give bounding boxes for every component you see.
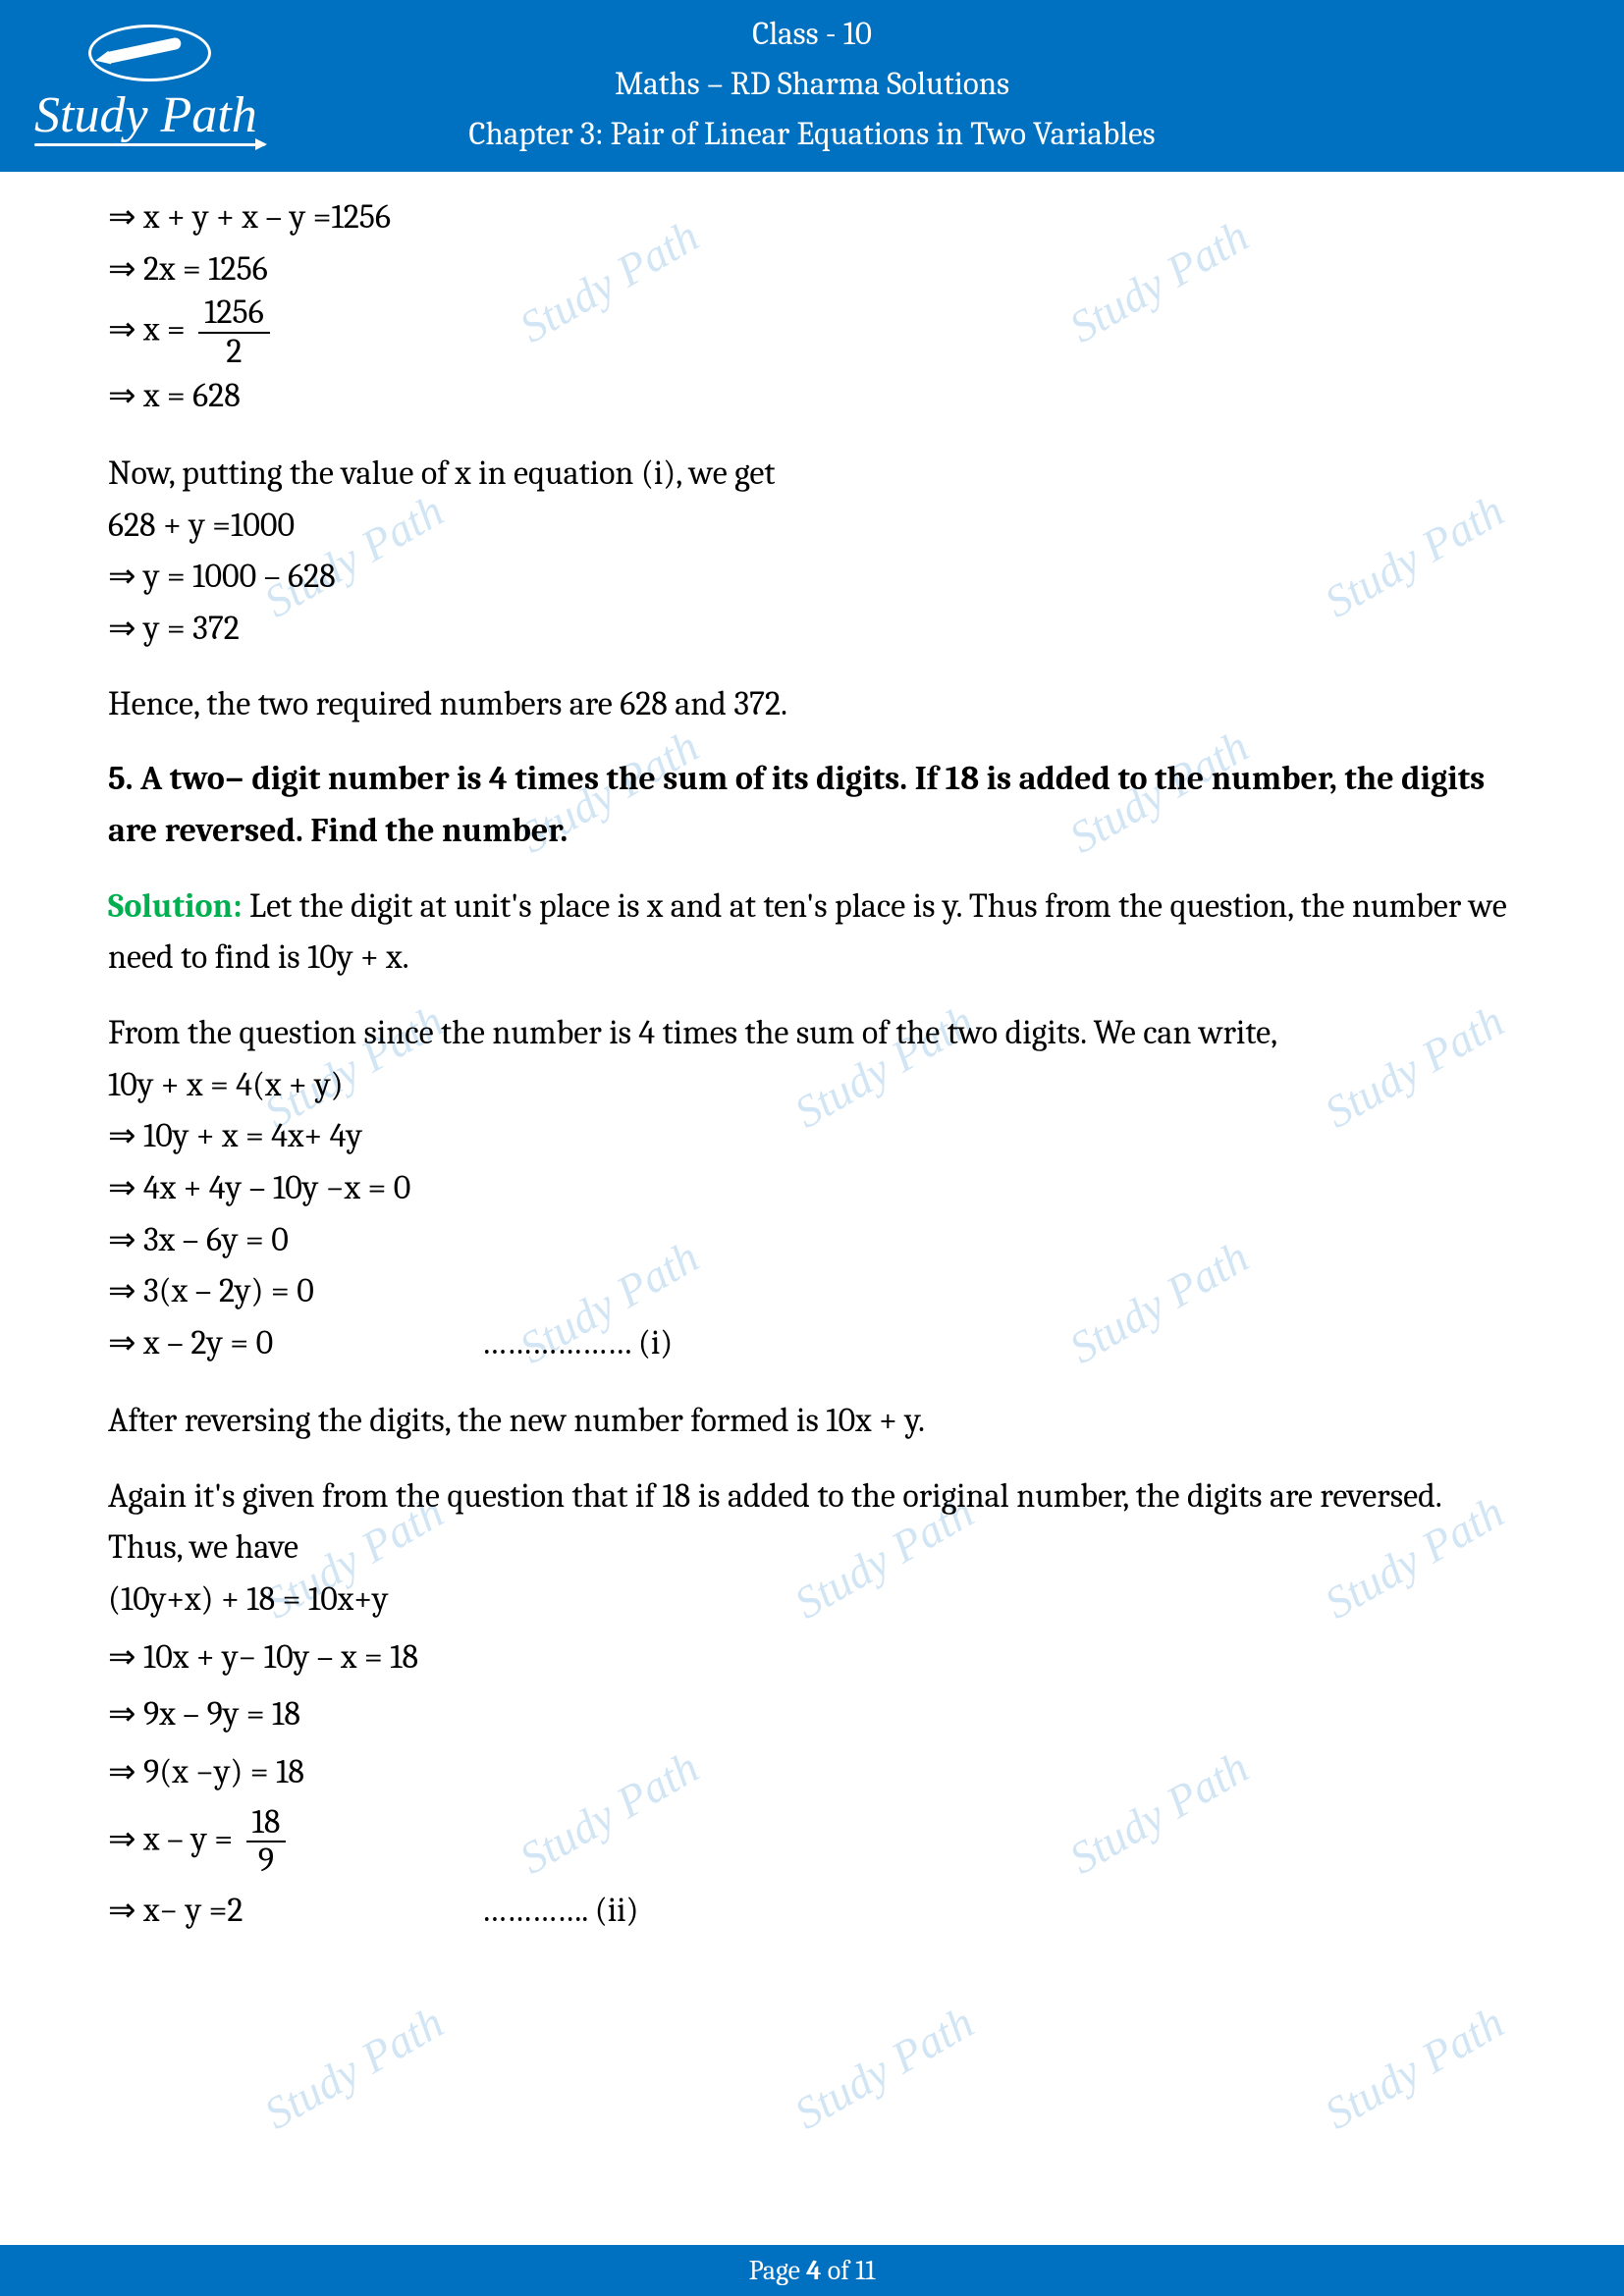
equation: ⇒ x – 2y = 0……………… (i) xyxy=(108,1317,1516,1369)
equation: ⇒ 10x + y− 10y – x = 18 xyxy=(108,1631,1516,1683)
solution-paragraph: Solution: Let the digit at unit's place … xyxy=(108,881,1516,984)
footer-suffix: of 11 xyxy=(822,2255,876,2286)
solution-text: Let the digit at unit's place is x and a… xyxy=(108,886,1507,978)
page-content: ⇒ x + y + x – y =1256 ⇒ 2x = 1256 ⇒ x = … xyxy=(0,172,1624,1937)
equation-ref: …………. (ii) xyxy=(481,1891,639,1930)
text-line: From the question since the number is 4 … xyxy=(108,1007,1516,1059)
logo-underline xyxy=(34,143,265,146)
equation-text: ⇒ x− y =2 xyxy=(108,1885,481,1937)
denominator: 2 xyxy=(198,334,270,370)
numerator: 1256 xyxy=(198,294,270,333)
equation: ⇒ 3x – 6y = 0 xyxy=(108,1214,1516,1266)
paragraph: Now, putting the value of x in equation … xyxy=(108,448,1516,655)
equation: ⇒ 9x – 9y = 18 xyxy=(108,1688,1516,1740)
equation: ⇒ 2x = 1256 xyxy=(108,243,1516,295)
footer-prefix: Page xyxy=(749,2255,807,2286)
equation: ⇒ y = 372 xyxy=(108,603,1516,655)
equation: ⇒ 4x + 4y – 10y −x = 0 xyxy=(108,1162,1516,1214)
equation: ⇒ 10y + x = 4x+ 4y xyxy=(108,1110,1516,1162)
equation: ⇒ x = 12562 xyxy=(108,294,1516,370)
equation-block: ⇒ x + y + x – y =1256 ⇒ 2x = 1256 ⇒ x = … xyxy=(108,191,1516,422)
question-5: 5. A two− digit number is 4 times the su… xyxy=(108,753,1516,856)
watermark: Study Path xyxy=(1316,1996,1512,2139)
fraction: 189 xyxy=(246,1804,287,1880)
logo: Study Path xyxy=(34,15,250,152)
equation: ⇒ 9(x −y) = 18 xyxy=(108,1746,1516,1798)
equation-ref: ……………… (i) xyxy=(481,1323,673,1362)
numerator: 18 xyxy=(246,1804,287,1842)
equation: (10y+x) + 18 = 10x+y xyxy=(108,1574,1516,1626)
text-line: Now, putting the value of x in equation … xyxy=(108,448,1516,500)
equation-lhs: ⇒ x = xyxy=(108,310,192,349)
equation: ⇒ x = 628 xyxy=(108,370,1516,422)
equation-text: ⇒ x – 2y = 0 xyxy=(108,1317,481,1369)
paragraph: Again it's given from the question that … xyxy=(108,1470,1516,1938)
logo-text: Study Path xyxy=(34,86,257,144)
watermark: Study Path xyxy=(785,1996,982,2139)
equation: ⇒ x + y + x – y =1256 xyxy=(108,191,1516,243)
paragraph: Hence, the two required numbers are 628 … xyxy=(108,678,1516,730)
watermark: Study Path xyxy=(255,1996,452,2139)
equation: ⇒ y = 1000 – 628 xyxy=(108,551,1516,603)
equation: ⇒ x− y =2…………. (ii) xyxy=(108,1885,1516,1937)
fraction: 12562 xyxy=(198,294,270,370)
denominator: 9 xyxy=(246,1842,287,1879)
solution-label: Solution: xyxy=(108,886,243,926)
equation: ⇒ 3(x – 2y) = 0 xyxy=(108,1265,1516,1317)
equation: 10y + x = 4(x + y) xyxy=(108,1059,1516,1111)
equation: 628 + y =1000 xyxy=(108,500,1516,552)
equation: ⇒ x – y = 189 xyxy=(108,1804,1516,1880)
paragraph: From the question since the number is 4 … xyxy=(108,1007,1516,1369)
page-number: 4 xyxy=(806,2255,821,2286)
equation-lhs: ⇒ x – y = xyxy=(108,1819,241,1858)
paragraph: After reversing the digits, the new numb… xyxy=(108,1395,1516,1447)
page-footer: Page 4 of 11 xyxy=(0,2245,1624,2296)
page-header: Study Path Class - 10 Maths – RD Sharma … xyxy=(0,0,1624,172)
text-line: Again it's given from the question that … xyxy=(108,1470,1516,1574)
